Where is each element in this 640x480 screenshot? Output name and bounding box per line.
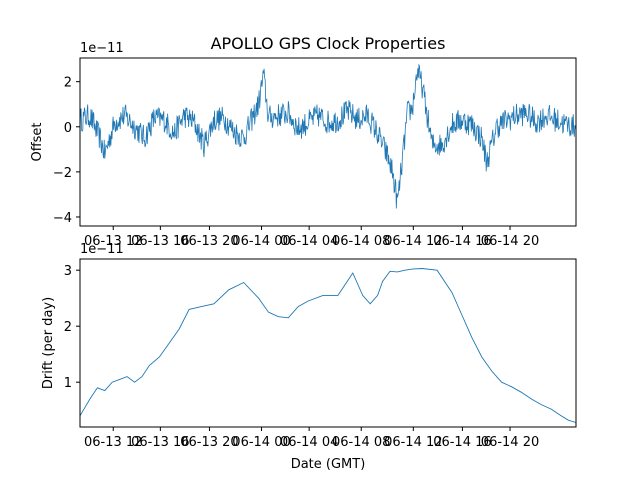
offset-series-line bbox=[79, 63, 577, 209]
chart-title: APOLLO GPS Clock Properties bbox=[211, 34, 446, 53]
offset-x-tick-label: 06-14 16 bbox=[433, 234, 491, 249]
drift-x-tick-label: 06-14 16 bbox=[433, 435, 491, 450]
offset-y-tick-label: −4 bbox=[53, 211, 72, 226]
offset-y-tick-label: 0 bbox=[64, 121, 72, 136]
drift-y-tick-label: 3 bbox=[64, 264, 72, 279]
offset-offset-text: 1e−11 bbox=[80, 41, 124, 56]
offset-x-tick-label: 06-13 20 bbox=[180, 234, 238, 249]
offset-x-tick-label: 06-14 20 bbox=[481, 234, 539, 249]
drift-x-tick-label: 06-14 12 bbox=[384, 435, 442, 450]
offset-x-tick-label: 06-14 04 bbox=[280, 234, 338, 249]
offset-axes-frame bbox=[79, 57, 577, 227]
offset-x-tick-label: 06-14 12 bbox=[384, 234, 442, 249]
drift-axes-frame bbox=[79, 258, 577, 428]
offset-x-tick-label: 06-14 08 bbox=[332, 234, 390, 249]
drift-x-tick-label: 06-13 20 bbox=[180, 435, 238, 450]
drift-offset-text: 1e−11 bbox=[80, 242, 124, 257]
offset-x-tick-label: 06-13 12 bbox=[84, 234, 142, 249]
drift-x-axis-label: Date (GMT) bbox=[291, 457, 366, 472]
drift-x-tick-label: 06-14 00 bbox=[232, 435, 290, 450]
offset-x-tick-label: 06-14 00 bbox=[232, 234, 290, 249]
drift-x-tick-label: 06-13 16 bbox=[131, 435, 189, 450]
offset-x-tick-label: 06-13 16 bbox=[131, 234, 189, 249]
drift-x-tick-label: 06-13 12 bbox=[84, 435, 142, 450]
offset-y-tick-label: −2 bbox=[53, 166, 72, 181]
drift-x-tick-label: 06-14 08 bbox=[332, 435, 390, 450]
drift-series-line bbox=[79, 268, 577, 423]
drift-y-axis-label: Drift (per day) bbox=[41, 297, 56, 389]
drift-y-tick-label: 2 bbox=[64, 320, 72, 335]
offset-y-tick-label: 2 bbox=[64, 76, 72, 91]
drift-x-tick-label: 06-14 04 bbox=[280, 435, 338, 450]
offset-y-axis-label: Offset bbox=[30, 122, 45, 161]
drift-y-tick-label: 1 bbox=[64, 376, 72, 391]
drift-x-tick-label: 06-14 20 bbox=[481, 435, 539, 450]
